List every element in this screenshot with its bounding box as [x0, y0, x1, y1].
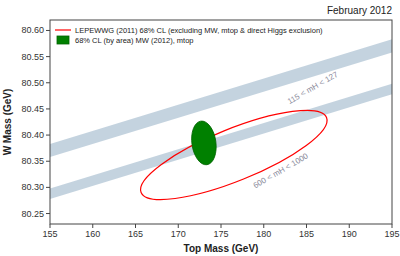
y-tick [46, 108, 50, 109]
y-axis-label: W Mass (GeV) [2, 89, 13, 156]
x-tick [92, 224, 93, 228]
y-tick [46, 187, 50, 188]
x-tick-label: 185 [299, 229, 314, 239]
x-tick [349, 224, 350, 228]
x-tick-label: 170 [171, 229, 186, 239]
y-tick-label: 80.30 [21, 182, 44, 192]
legend-label: LEPEWWG (2011) 68% CL (excluding MW, mto… [75, 26, 323, 35]
x-tick [178, 224, 179, 228]
plot-frame [50, 20, 392, 224]
y-tick-label: 80.45 [21, 104, 44, 114]
x-tick [263, 224, 264, 228]
x-tick [221, 224, 222, 228]
legend-swatch [57, 36, 69, 44]
plot-area [50, 39, 392, 216]
band-label: 600 < mH < 1000 [252, 151, 311, 190]
y-tick-label: 80.40 [21, 130, 44, 140]
ellipse [189, 119, 219, 166]
y-tick-label: 80.60 [21, 25, 44, 35]
y-tick [46, 161, 50, 162]
band [50, 84, 392, 199]
y-tick-label: 80.35 [21, 156, 44, 166]
x-tick-label: 195 [384, 229, 399, 239]
title: February 2012 [327, 5, 392, 16]
y-tick [46, 82, 50, 83]
x-tick-label: 190 [342, 229, 357, 239]
x-tick-label: 155 [42, 229, 57, 239]
x-tick-label: 180 [256, 229, 271, 239]
y-tick [46, 213, 50, 214]
y-tick [46, 30, 50, 31]
y-tick-label: 80.50 [21, 78, 44, 88]
y-tick-label: 80.25 [21, 209, 44, 219]
chart: 155 160 165 170 175 180 185 190 195 80.25 80.30 80.… [0, 0, 400, 256]
band-label: 115 < mH < 127 [286, 70, 340, 106]
x-tick [135, 224, 136, 228]
x-tick [50, 224, 51, 228]
x-axis-label: Top Mass (GeV) [184, 243, 259, 254]
legend-swatch [55, 29, 71, 30]
y-tick [46, 135, 50, 136]
x-tick-label: 175 [213, 229, 228, 239]
legend: LEPEWWG (2011) 68% CL (excluding MW, mto… [55, 26, 323, 45]
ellipse [131, 93, 336, 216]
y-tick [46, 56, 50, 57]
legend-label: 68% CL (by area) MW (2012), mtop [75, 36, 194, 45]
x-tick [392, 224, 393, 228]
x-tick-label: 165 [128, 229, 143, 239]
x-tick [306, 224, 307, 228]
y-tick-label: 80.55 [21, 52, 44, 62]
x-tick-label: 160 [85, 229, 100, 239]
